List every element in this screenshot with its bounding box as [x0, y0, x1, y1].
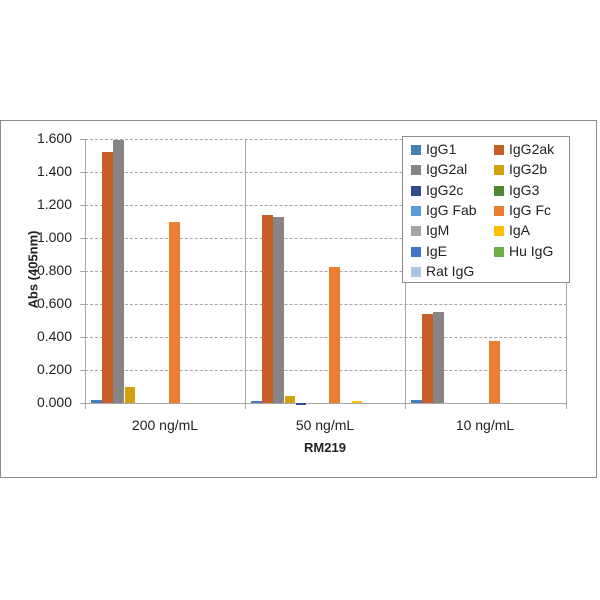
y-tick-mark [80, 139, 85, 140]
y-axis-label: Abs (405nm) [25, 230, 41, 309]
gridline [85, 337, 567, 338]
legend-item: IgG Fab [411, 200, 477, 220]
bar-igg2ak [422, 313, 433, 403]
y-tick-mark [80, 370, 85, 371]
bar-igg-fc [169, 221, 181, 403]
y-tick-mark [80, 271, 85, 272]
legend-swatch-icon [411, 266, 421, 277]
legend-label: IgG2b [509, 161, 548, 178]
gridline [85, 205, 567, 206]
bar-igg2al [433, 312, 445, 403]
bar-igg1 [411, 399, 422, 403]
legend-item: IgG2ak [494, 139, 554, 159]
y-tick-label: 0.800 [36, 262, 72, 278]
bar-igg1 [91, 399, 102, 403]
category-separator [245, 139, 246, 409]
gridline [85, 139, 567, 140]
legend-item: IgG2al [411, 159, 467, 179]
y-tick-label: 1.600 [36, 130, 72, 146]
gridline [85, 271, 567, 272]
legend-swatch-icon [411, 185, 421, 196]
legend-label: IgA [509, 222, 531, 239]
legend-swatch-icon [411, 165, 421, 176]
y-tick-label: 0.600 [36, 295, 72, 311]
x-category-label: 10 ng/mL [455, 417, 515, 433]
legend-item: Rat IgG [411, 261, 474, 281]
legend-label: IgG2ak [509, 141, 555, 157]
legend-label: IgG Fab [426, 201, 477, 218]
bar-igg2b [124, 387, 136, 403]
y-tick-mark [80, 172, 85, 173]
y-tick-label: 0.200 [36, 361, 72, 377]
legend: IgG1 IgG2ak IgG2al IgG2b IgG2c IgG3 IgG Fab IgG… [402, 136, 570, 283]
legend-item: IgG3 [494, 180, 539, 200]
legend-label: Rat IgG [426, 262, 475, 279]
legend-swatch-icon [411, 145, 421, 155]
bar-igg-fc [489, 341, 501, 403]
legend-item: IgM [411, 220, 449, 240]
legend-label: IgM [426, 222, 450, 239]
legend-swatch-icon [494, 165, 504, 176]
x-category-label: 200 ng/mL [131, 417, 199, 433]
bar-iga [351, 401, 363, 403]
y-tick-mark [80, 337, 85, 338]
gridline [85, 172, 567, 173]
legend-label: IgG Fc [509, 201, 552, 218]
bar-igg1 [251, 401, 262, 403]
legend-item: IgG2b [494, 159, 547, 179]
legend-item: IgG2c [411, 180, 463, 200]
legend-swatch-icon [494, 205, 504, 216]
legend-label: IgG2c [426, 181, 464, 198]
y-tick-label: 1.200 [36, 196, 72, 212]
legend-item: Hu IgG [494, 241, 553, 261]
bar-igg2ak [262, 214, 273, 403]
gridline [85, 304, 567, 305]
y-tick-mark [80, 304, 85, 305]
legend-swatch-icon [494, 185, 504, 196]
legend-label: IgG3 [509, 181, 540, 198]
bar-igg2al [113, 139, 125, 403]
legend-item: IgG Fc [494, 200, 551, 220]
legend-swatch-icon [411, 226, 421, 237]
y-tick-mark [80, 205, 85, 206]
x-axis-label: RM219 [304, 440, 346, 455]
y-tick-label: 0.000 [36, 394, 72, 410]
x-axis-line [85, 403, 567, 404]
legend-item: IgA [494, 220, 530, 240]
legend-label: Hu IgG [509, 242, 554, 259]
bar-igg2b [284, 396, 296, 403]
gridline [85, 238, 567, 239]
legend-swatch-icon [411, 205, 421, 216]
bar-igg2al [273, 216, 285, 403]
legend-swatch-icon [494, 246, 504, 257]
y-axis-line [85, 139, 86, 409]
bar-igg2c [295, 403, 307, 405]
bar-igg2ak [102, 152, 113, 403]
x-category-label: 50 ng/mL [295, 417, 355, 433]
y-tick-label: 1.000 [36, 229, 72, 245]
legend-item: IgG1 [411, 139, 456, 159]
legend-label: IgG1 [426, 141, 457, 157]
bar-igg-fc [329, 266, 341, 403]
legend-swatch-icon [411, 246, 421, 257]
legend-label: IgE [426, 242, 448, 259]
y-tick-label: 0.400 [36, 328, 72, 344]
legend-swatch-icon [494, 145, 504, 155]
y-tick-mark [80, 238, 85, 239]
gridline [85, 370, 567, 371]
y-tick-label: 1.400 [36, 163, 72, 179]
legend-item: IgE [411, 241, 447, 261]
y-tick-mark [80, 403, 85, 404]
legend-swatch-icon [494, 226, 504, 237]
legend-label: IgG2al [426, 161, 468, 178]
